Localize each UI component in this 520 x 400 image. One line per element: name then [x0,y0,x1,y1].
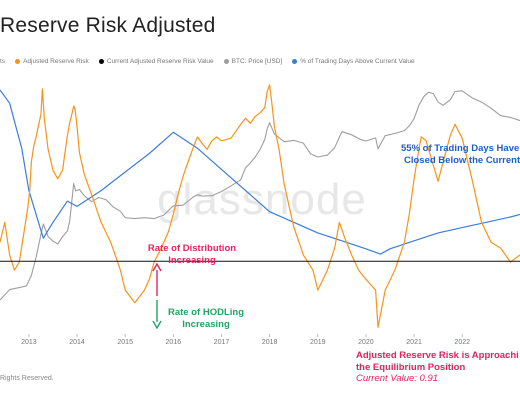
legend-item-adjusted-reserve-risk[interactable]: Adjusted Reserve Risk [15,58,89,65]
current-value-annotation: Current Value: 0.91 [356,373,438,384]
trading-days-annotation-line1: 55% of Trading Days Have [401,143,519,154]
distribution-annotation-line2: Increasing [168,255,216,266]
x-tick-label: 2013 [21,339,37,346]
hodling-arrow-head-icon [152,320,162,330]
x-tick-label: 2022 [454,339,470,346]
distribution-annotation-line1: Rate of Distribution [148,243,236,254]
adjusted-reserve-risk-line [0,84,520,328]
black-dot-icon [98,59,104,64]
x-tick-label: 2019 [310,339,326,346]
x-tick-label: 2020 [358,339,374,346]
x-tick-label: 2018 [262,339,278,346]
orange-dot-icon [15,59,21,64]
gray-dot-icon [223,59,229,64]
legend-item-label: Current Adjusted Reserve Risk Value [106,58,214,65]
x-tick-label: 2016 [166,339,182,346]
equilibrium-annotation-line2: the Equilibrium Position [356,362,465,373]
legend: ts Adjusted Reserve Risk Current Adjuste… [0,58,415,65]
distribution-arrow-head-icon [152,262,162,272]
page-title: Reserve Risk Adjusted [0,14,216,37]
hodling-annotation-line1: Rate of HODLing [168,307,244,318]
legend-item-label: ts [0,58,6,65]
legend-item-label: BTC: Price [USD] [231,58,283,65]
legend-item-label: % of Trading Days Above Current Value [300,58,415,65]
trading-days-line [0,89,520,255]
trading-days-annotation-line2: Closed Below the Current Va [404,155,520,166]
x-tick-label: 2017 [214,339,230,346]
hodling-annotation-line2: Increasing [182,319,230,330]
blue-dot-icon [292,59,298,64]
copyright: Rights Reserved. [0,375,54,382]
x-tick-label: 2015 [117,339,133,346]
x-tick-label: 2014 [69,339,85,346]
legend-item-ts[interactable]: ts [0,58,5,65]
x-tick-label: 2021 [406,339,422,346]
legend-item-label: Adjusted Reserve Risk [23,58,89,65]
watermark: glassnode [157,175,367,224]
legend-item-current-value[interactable]: Current Adjusted Reserve Risk Value [98,58,214,65]
equilibrium-annotation-line1: Adjusted Reserve Risk is Approachi [356,350,519,361]
legend-item-trading-days[interactable]: % of Trading Days Above Current Value [292,58,415,65]
legend-item-btc-price[interactable]: BTC: Price [USD] [223,58,283,65]
btc-price-line [0,90,520,301]
